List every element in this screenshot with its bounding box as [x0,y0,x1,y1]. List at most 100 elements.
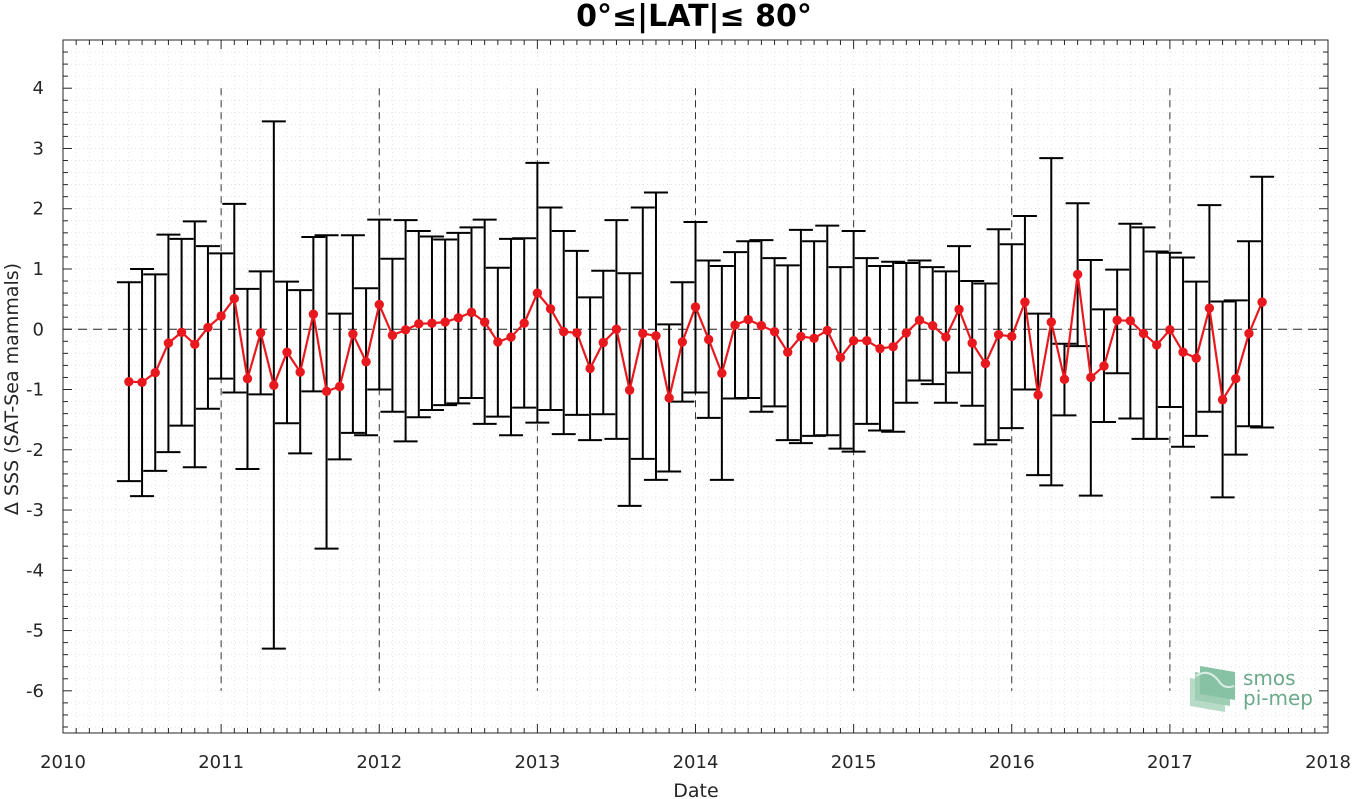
y-tick-label: -6 [26,681,44,702]
mean-point [835,352,846,363]
mean-point [427,318,437,328]
mean-point [967,338,977,348]
x-tick-label: 2018 [1305,752,1351,773]
mean-point [1231,373,1241,384]
x-tick-labels: 2010 2011 2012 2013 2014 2015 2016 2017 2018 [40,752,1351,773]
mean-point [545,304,556,314]
mean-point [585,363,595,374]
y-tick-label: 2 [33,199,44,220]
mean-point [677,337,688,347]
mean-point [914,315,925,325]
mean-point [216,311,226,321]
mean-point [466,307,477,318]
mean-point [598,337,608,348]
y-axis-label: Δ SSS (SAT-Sea mammals) [1,263,23,515]
mean-point [308,309,319,319]
mean-point [664,393,674,403]
smos-pi-mep-logo: smos pi-mep [1190,666,1313,712]
y-tick-label: 4 [33,78,44,99]
mean-point [559,326,569,337]
mean-point [756,320,767,331]
y-tick-label: -1 [26,380,44,401]
mean-point [190,339,200,350]
mean-point [1191,353,1201,363]
mean-point [1204,303,1215,313]
x-tick-label: 2014 [673,752,719,773]
y-tick-label: -4 [26,560,44,581]
mean-point [255,328,266,338]
mean-point [927,320,938,331]
logo-text-pi-mep: pi-mep [1243,686,1313,710]
mean-point [638,328,648,339]
mean-point [1138,328,1149,339]
mean-point [809,333,819,343]
mean-point [783,347,793,357]
x-tick-label: 2017 [1147,752,1193,773]
mean-point [796,331,806,342]
mean-point [440,317,450,327]
mean-point [150,367,160,378]
mean-series [124,269,1267,405]
y-tick-labels: 4 3 2 1 0 -1 -2 -3 -4 -5 -6 [26,78,44,702]
mean-point [901,328,912,338]
x-tick-label: 2015 [831,752,877,773]
mean-point [282,347,292,357]
x-tick-label: 2011 [198,752,244,773]
mean-point [1178,347,1188,357]
x-tick-label: 2013 [514,752,560,773]
x-axis-label: Date [673,780,718,799]
mean-point [1007,331,1017,342]
mean-point [980,358,991,369]
mean-point [124,376,134,387]
mean-point [176,327,187,337]
mean-point [295,367,305,377]
mean-point [572,328,582,338]
mean-point [335,381,345,392]
y-tick-label: -2 [26,440,44,461]
mean-point [400,325,411,335]
mean-point [703,334,714,345]
mean-point [348,329,358,339]
chart-title: 0°≤|LAT|≤ 80° [576,0,812,34]
mean-point [822,325,832,336]
logo-text-smos: smos [1243,666,1296,690]
mean-point [137,377,147,387]
y-tick-label: -5 [26,621,44,642]
mean-point [624,385,635,395]
mean-point [321,386,332,397]
mean-point [1257,297,1267,307]
mean-point [414,319,424,329]
mean-point [519,318,529,328]
mean-point [1059,374,1070,384]
mean-point [1099,361,1109,371]
logo-stack-icon [1190,666,1235,712]
mean-point [1112,315,1122,325]
mean-point [1217,395,1228,405]
mean-point [954,304,964,315]
y-tick-label: 1 [33,259,44,280]
mean-point [993,329,1004,340]
mean-point [269,380,279,390]
mean-point [941,332,951,342]
mean-point [888,342,898,352]
mean-point [374,299,384,310]
mean-point [479,317,490,327]
axis-ticks [62,40,1329,733]
mean-point [532,288,543,298]
mean-point [848,336,859,346]
mean-point [229,293,240,304]
mean-point [875,343,885,354]
mean-point [453,313,464,323]
mean-point [203,322,213,333]
mean-point [743,314,753,325]
mean-point [651,331,661,341]
mean-point [1046,317,1056,327]
mean-point [1165,325,1175,335]
mean-point [387,330,398,340]
mean-point [1020,297,1030,307]
y-tick-label: 3 [33,138,44,159]
mean-point [769,326,780,337]
mean-point [163,338,174,348]
mean-point [493,337,503,347]
